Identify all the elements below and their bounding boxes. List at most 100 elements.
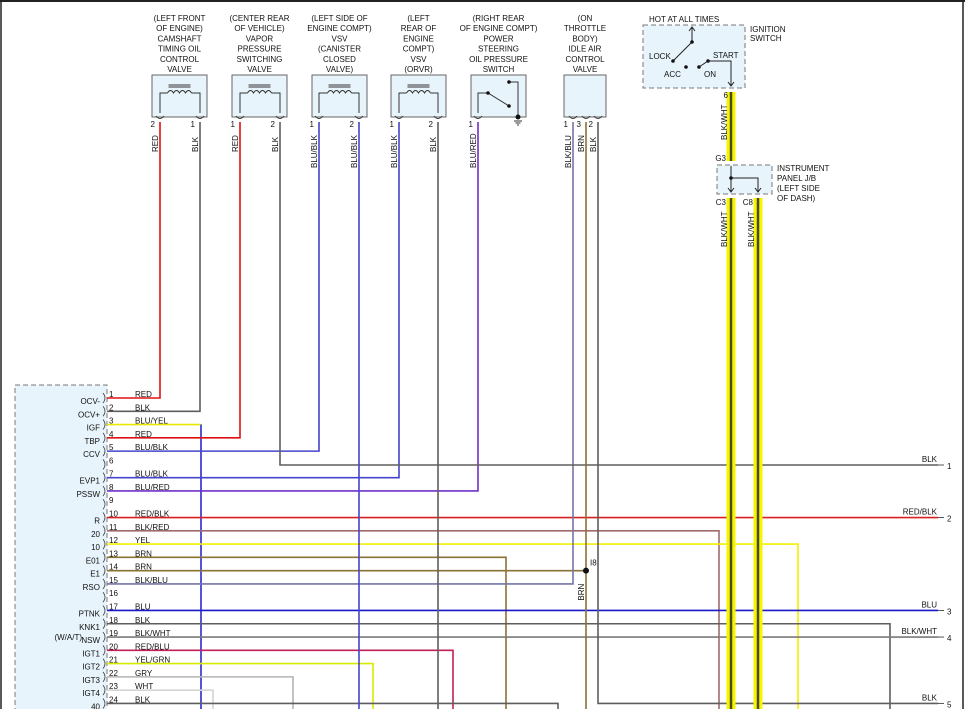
- component-label: (ON: [578, 14, 593, 23]
- pin-name: IGT3: [82, 676, 100, 685]
- connector-terminal: [102, 485, 106, 497]
- pin-name: E1: [90, 570, 100, 579]
- switch-contact: [671, 59, 675, 63]
- wire-color-label: RED/BLU: [135, 642, 170, 651]
- wire-color-label: BRN: [577, 135, 586, 152]
- connector-terminal: [102, 684, 106, 696]
- wire: [107, 122, 574, 585]
- wire: [107, 689, 214, 709]
- pin-number: 4: [109, 430, 114, 439]
- wire: [107, 122, 241, 439]
- wire-color-label: BLU/BLK: [310, 134, 319, 168]
- pin-number: 21: [109, 656, 118, 665]
- wire-color-label: BLK: [271, 136, 280, 152]
- pin-number: 1: [310, 120, 315, 129]
- wire-color-label: BLU/BLK: [135, 443, 169, 452]
- wire-color-label: BLK/WHT: [747, 211, 756, 247]
- ignition-switch-box: [642, 24, 746, 89]
- wire-color-label: BLU/RED: [135, 483, 170, 492]
- wire: [107, 702, 559, 709]
- pin-number: 24: [109, 695, 118, 704]
- connector-terminal: [155, 115, 165, 119]
- connector-terminal: [102, 432, 106, 444]
- junction-block-label: OF DASH): [777, 194, 816, 203]
- connector-terminal: [473, 115, 483, 119]
- connector-number: 1: [947, 462, 952, 471]
- wire-color-label: YEL/GRN: [135, 656, 170, 665]
- splice-point: [729, 176, 733, 180]
- component-label: SWITCH: [483, 65, 515, 74]
- wire-color-label: BLK: [135, 403, 151, 412]
- coil-lead: [318, 92, 360, 113]
- pin-number: 2: [109, 403, 114, 412]
- connector-terminal: [102, 658, 106, 669]
- pin-number: 15: [109, 576, 118, 585]
- wire-color-label: BLK: [922, 693, 938, 702]
- switch-icon: [477, 81, 519, 118]
- connector-terminal: [102, 552, 106, 563]
- wire-color-label: BLK/WHT: [720, 211, 729, 247]
- wire-color-label: BLK/RED: [135, 523, 169, 532]
- wire-color-label: BLK/WHT: [135, 629, 171, 638]
- component-label: OF ENGINE): [156, 24, 203, 33]
- ignition-switch-label: IGNITION: [750, 25, 786, 34]
- pin-number: C8: [743, 198, 754, 207]
- wire-color-label: BLK: [589, 136, 598, 152]
- junction-label: I8: [590, 559, 597, 568]
- pin-number: 1: [390, 120, 395, 129]
- component-label: OF VEHICLE): [234, 24, 285, 33]
- wire: [107, 122, 400, 479]
- pin-number: 19: [109, 629, 118, 638]
- component-label: OF ENGINE COMPT): [460, 24, 538, 33]
- component-box: [231, 74, 288, 118]
- pin-name: IGT2: [82, 663, 100, 672]
- component-label: (ORVR): [404, 65, 433, 74]
- pin-name: 10: [91, 543, 100, 552]
- component-label: (CENTER REAR: [229, 14, 289, 23]
- switch-contact: [486, 91, 490, 95]
- pin-name: 40: [91, 702, 100, 709]
- connector-terminal: [102, 565, 106, 576]
- component-label: REAR OF: [401, 24, 437, 33]
- component-label: VALVE): [326, 65, 354, 74]
- component-label: PRESSURE: [237, 45, 281, 54]
- connector-terminal: [102, 698, 106, 709]
- pin-name: PTNK: [79, 609, 101, 618]
- component-label: (RIGHT REAR: [473, 14, 525, 23]
- pin-number: 1: [109, 390, 114, 399]
- ignition-switch-label: SWITCH: [750, 34, 782, 43]
- connector-terminal: [593, 115, 603, 119]
- connector-terminal: [102, 578, 106, 590]
- junction-block-label: INSTRUMENT: [777, 164, 830, 173]
- wire-color-label: BLU/BLK: [135, 470, 169, 479]
- wire: [107, 662, 374, 709]
- wire-color-label: BLU: [921, 600, 937, 609]
- wire-color-label: BRN: [135, 549, 152, 558]
- junction-point: [583, 567, 589, 574]
- connector-terminal: [102, 512, 106, 523]
- pin-number: 5: [109, 443, 114, 452]
- pin-name: RSO: [83, 583, 100, 592]
- connector-terminal: [394, 115, 404, 119]
- variant-note: (W/A/T): [54, 633, 82, 642]
- connector-terminal: [102, 459, 106, 470]
- junction-block-label: PANEL J/B: [777, 174, 816, 183]
- wire-color-label: BLK: [922, 455, 938, 464]
- junction-block-label: (LEFT SIDE: [777, 184, 820, 193]
- pin-name: NSW: [81, 636, 100, 645]
- position-on: ON: [704, 70, 716, 79]
- wire-color-label: BLK/WHT: [901, 627, 937, 636]
- connector-terminal: [581, 115, 591, 119]
- ground-point: [515, 114, 521, 120]
- component-label: THROTTLE: [564, 24, 606, 33]
- connector-terminal: [102, 525, 106, 537]
- pin-number: 1: [469, 120, 474, 129]
- component-label: TIMING OIL: [158, 45, 202, 54]
- component-label: BODY): [572, 34, 598, 43]
- wire-color-label: BLK: [191, 136, 200, 152]
- connector-terminal: [102, 392, 106, 404]
- wire-color-label: BLU: [135, 602, 151, 611]
- wire-color-label: BLU/YEL: [135, 417, 168, 426]
- wire-color-label: BLK/BLU: [135, 576, 168, 585]
- pin-number: 23: [109, 682, 118, 691]
